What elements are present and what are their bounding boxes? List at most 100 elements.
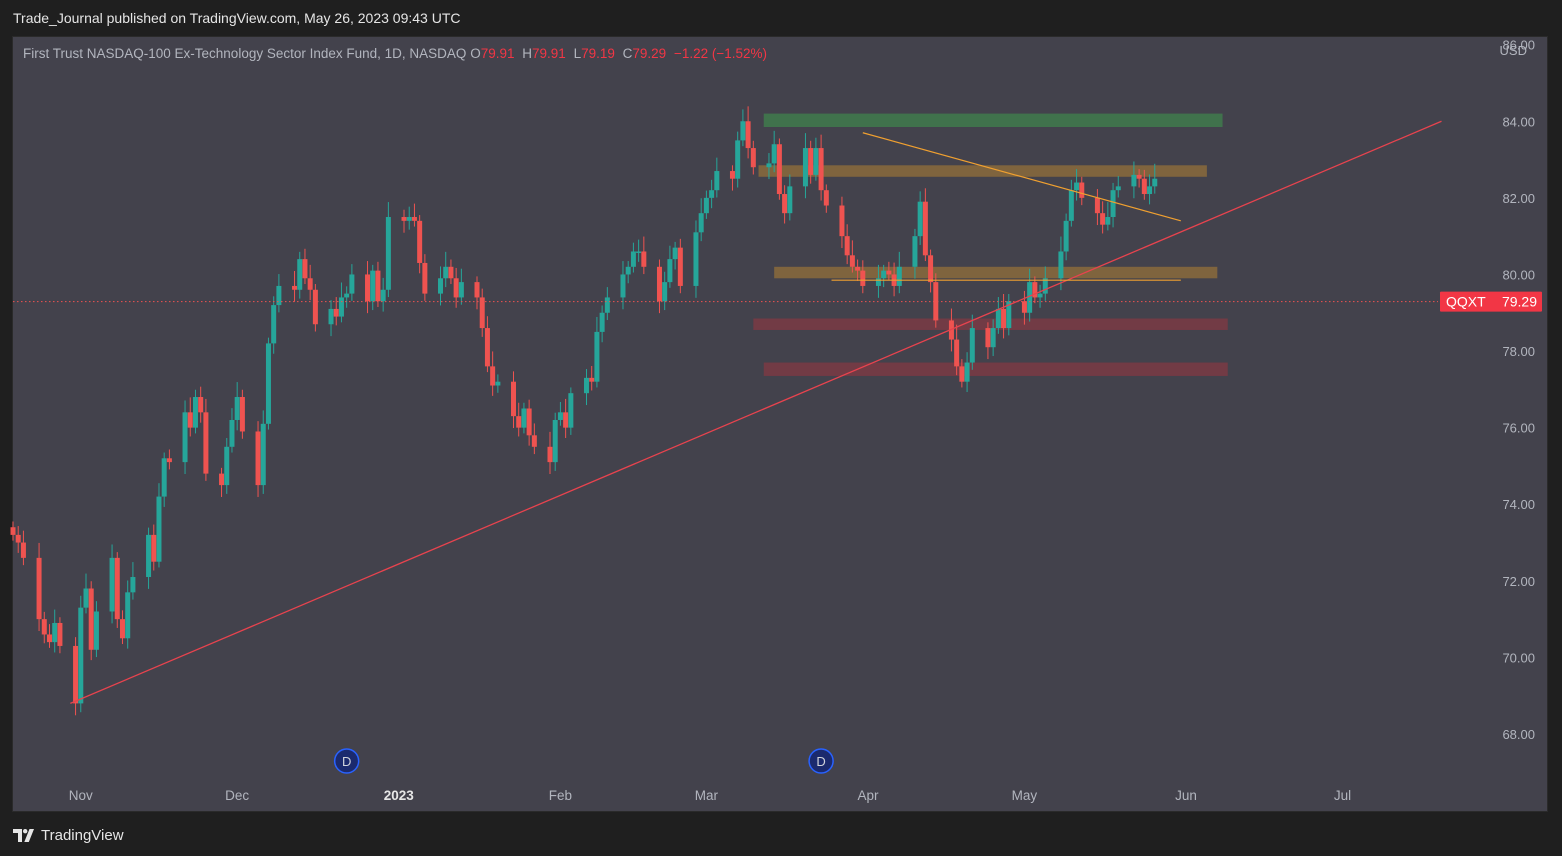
candle xyxy=(1021,290,1027,325)
candle-body xyxy=(995,308,1001,329)
candle-body xyxy=(823,190,829,206)
candle-body xyxy=(1027,282,1033,313)
candle xyxy=(114,552,120,628)
dividend-marker-label: D xyxy=(342,754,351,769)
candle xyxy=(568,387,574,435)
candle-body xyxy=(1021,301,1027,313)
candle xyxy=(557,401,563,426)
candle xyxy=(151,524,157,571)
candle-body xyxy=(849,255,855,267)
high-label: H xyxy=(522,46,533,61)
candle xyxy=(292,271,298,302)
candle xyxy=(255,421,261,497)
candle xyxy=(881,264,887,288)
candle-body xyxy=(349,274,355,294)
candle xyxy=(954,324,960,376)
candle xyxy=(417,215,423,274)
candle xyxy=(1131,161,1137,199)
candle xyxy=(964,352,970,393)
candle-body xyxy=(886,270,892,275)
candle xyxy=(1001,293,1007,339)
candle xyxy=(109,544,115,624)
candle xyxy=(15,526,21,553)
candle-body xyxy=(422,262,428,294)
candle xyxy=(709,179,715,209)
candle-body xyxy=(438,278,444,294)
candle-body xyxy=(531,435,537,447)
candle xyxy=(766,153,772,180)
candle xyxy=(969,314,975,370)
tradingview-logo[interactable]: TradingView xyxy=(13,825,124,845)
candle xyxy=(1152,163,1158,194)
candle xyxy=(667,245,673,288)
candle-body xyxy=(495,381,501,386)
candle xyxy=(1068,179,1074,227)
candle-body xyxy=(255,431,261,486)
candle xyxy=(714,157,720,198)
candle-body xyxy=(1152,178,1158,187)
candle xyxy=(985,322,991,360)
candle-body xyxy=(292,285,298,290)
candle-body xyxy=(516,416,522,428)
candle-body xyxy=(703,197,709,214)
candle xyxy=(474,276,480,310)
candle-body xyxy=(808,148,814,175)
candle xyxy=(203,398,209,481)
candle-body xyxy=(990,328,996,348)
candle xyxy=(229,408,235,453)
dividend-marker[interactable]: D xyxy=(333,748,360,774)
y-tick-label: 74.00 xyxy=(1502,497,1535,512)
candle-body xyxy=(234,397,240,420)
candle xyxy=(78,595,84,713)
candle-body xyxy=(1094,197,1100,214)
candle-body xyxy=(41,619,47,635)
candle-body xyxy=(1136,174,1142,179)
candle xyxy=(1074,169,1080,201)
candle-body xyxy=(813,148,819,175)
candle xyxy=(959,359,965,388)
candle-body xyxy=(1042,278,1048,294)
candle-body xyxy=(771,144,777,164)
candle-body xyxy=(375,270,381,302)
candle xyxy=(860,260,866,294)
candle xyxy=(88,581,94,661)
dividend-marker-label: D xyxy=(816,754,825,769)
candle xyxy=(385,202,391,298)
candle-body xyxy=(641,251,647,267)
candle xyxy=(1058,236,1064,291)
y-tick-label: 72.00 xyxy=(1502,574,1535,589)
candle xyxy=(479,288,485,337)
candle-body xyxy=(151,534,157,562)
candle-body xyxy=(46,634,52,643)
candle xyxy=(125,580,131,649)
candle xyxy=(375,261,381,308)
triangle-upper-line xyxy=(862,132,1181,222)
publish-info: Trade_Journal published on TradingView.c… xyxy=(13,10,461,26)
candle-body xyxy=(547,446,553,463)
dividend-marker[interactable]: D xyxy=(808,748,834,774)
candle-body xyxy=(130,577,136,593)
x-tick-label: Apr xyxy=(858,788,880,803)
candle-body xyxy=(630,251,636,267)
candle-body xyxy=(985,328,991,348)
candle-body xyxy=(969,328,975,363)
candle xyxy=(1100,201,1106,234)
candle xyxy=(265,337,271,430)
candle xyxy=(589,365,595,391)
candle xyxy=(1094,189,1100,226)
candle xyxy=(1063,213,1069,261)
candle xyxy=(813,137,819,181)
candle-body xyxy=(490,366,496,386)
candle-body xyxy=(881,270,887,279)
candle xyxy=(886,261,892,281)
candle-body xyxy=(589,377,595,382)
candle xyxy=(495,374,501,393)
candle-body xyxy=(119,619,125,639)
candle xyxy=(156,483,162,568)
candle xyxy=(802,133,808,199)
candle xyxy=(182,400,188,474)
candle-body xyxy=(458,282,464,298)
candle xyxy=(93,601,99,658)
x-tick-label: Feb xyxy=(549,788,572,803)
